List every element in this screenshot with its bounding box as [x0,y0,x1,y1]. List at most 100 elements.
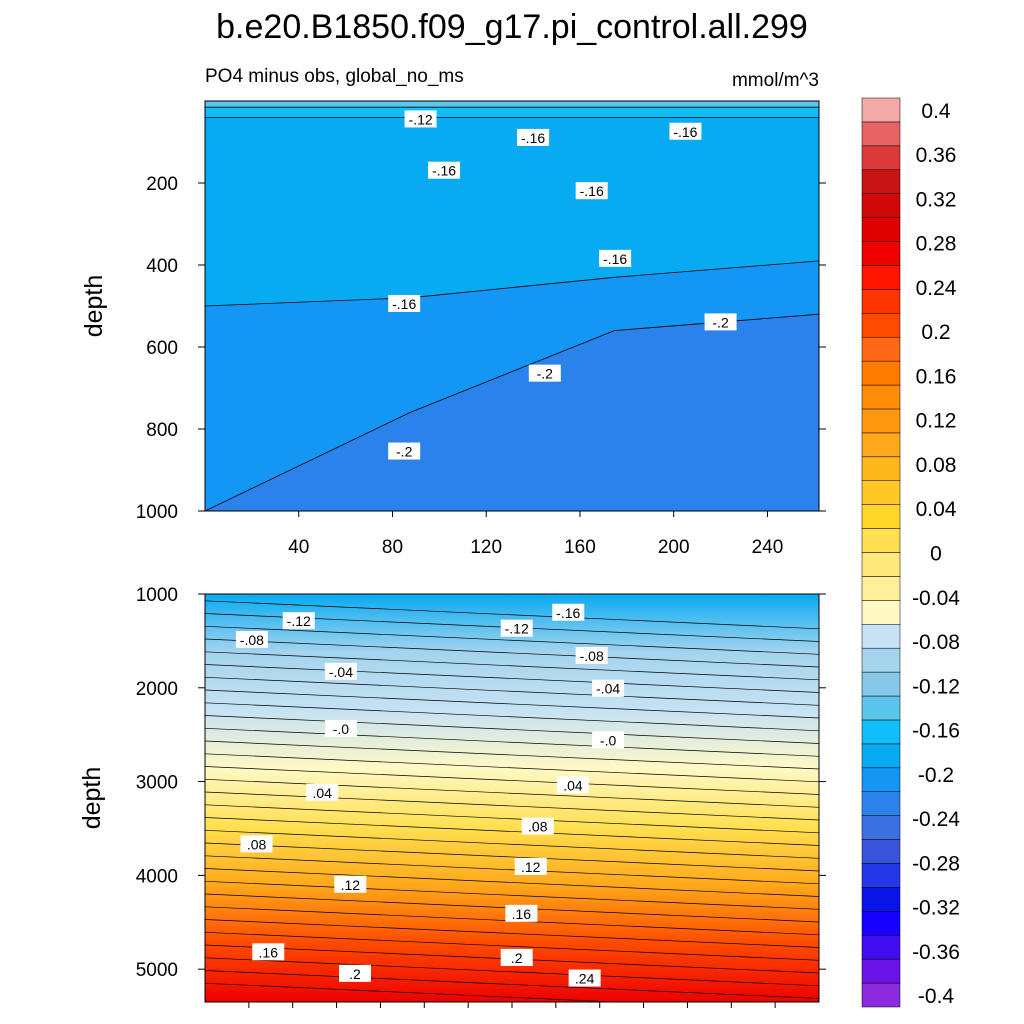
lower-contour-label-1: -.08 [235,630,268,648]
colorbar-label: 0.28 [916,233,957,256]
lower-contour-label-15: .08 [521,817,554,835]
upper-xtick-label: 40 [288,537,309,558]
lower-contour-line-30 [205,970,819,999]
lower-contour-label-11: -.08 [575,646,608,664]
lower-contour-label-7: .16 [252,943,285,961]
lower-contour-label-0: -.12 [282,612,315,630]
svg-text:-.16: -.16 [580,183,604,199]
lower-panel: 1000 2000 3000 4000 5000 -.12 -.08 -.04 -.0 .04.… [78,585,826,1008]
lower-contour-line-4 [205,638,819,668]
svg-text:-.04: -.04 [329,664,353,680]
svg-text:-.16: -.16 [432,163,456,179]
upper-contour-label-8: -.2 [528,364,561,382]
svg-text:-.04: -.04 [596,681,620,697]
colorbar-box [861,193,901,218]
colorbar-box [861,336,901,362]
colorbar-label: -0.32 [912,897,960,920]
svg-text:-.16: -.16 [392,296,416,312]
lower-contour-label-16: .12 [514,857,547,875]
colorbar-label: -0.08 [912,631,960,654]
colorbar-box [861,671,901,697]
colorbar-box [861,265,901,290]
colorbar-box [861,145,901,171]
colorbar-box [861,791,901,816]
svg-text:.04: .04 [563,777,583,793]
colorbar-label: 0.04 [916,498,957,521]
lower-contour-label-14: .04 [556,776,589,794]
lower-contour-line-11 [205,727,819,757]
upper-ytick-label: 600 [146,338,178,359]
lower-contour-line-21 [205,855,819,885]
colorbar-box [861,839,901,864]
colorbar-box [861,695,901,721]
colorbar-box [861,360,901,386]
lower-contour-label-9: -.16 [552,603,585,621]
svg-text:-.08: -.08 [580,648,604,664]
upper-ytick-label: 1000 [136,502,178,523]
colorbar-box [861,767,901,792]
upper-band-1 [205,106,819,118]
colorbar-box [861,576,901,601]
svg-text:-.2: -.2 [537,366,554,382]
colorbar-box [861,241,901,266]
lower-contour-line-19 [205,829,819,859]
svg-text:-.12: -.12 [505,621,529,637]
lower-ylabel: depth [78,767,106,830]
colorbar-label: -0.4 [918,985,955,1008]
upper-xtick-label: 200 [658,537,690,558]
colorbar-label: -0.24 [912,808,960,831]
lower-contour-label-18: .2 [500,948,533,966]
lower-contour-label-13: -.0 [592,731,625,749]
lower-contour-label-2: -.04 [324,662,357,680]
colorbar-box [861,480,901,505]
upper-contour-line-2 [205,260,819,307]
colorbar-box [861,456,901,481]
colorbar-label: 0.16 [916,366,957,389]
upper-contour-label-0: -.12 [404,110,437,128]
lower-ytick-label: 3000 [136,773,178,794]
svg-text:.12: .12 [341,877,361,893]
lower-contour-label-19: .24 [568,969,601,987]
svg-text:.08: .08 [528,819,548,835]
svg-text:.16: .16 [512,906,532,922]
upper-contour-label-1: -.16 [517,128,550,146]
lower-contour-line-12 [205,740,819,770]
lower-contour-label-4: .04 [306,783,339,801]
colorbar-label: -0.36 [912,941,960,964]
lower-ytick-label: 4000 [136,866,178,887]
colorbar-box [861,169,901,194]
colorbar-box [861,647,901,673]
svg-text:.16: .16 [259,944,279,960]
lower-contour-line-31 [205,982,623,1002]
colorbar-label: 0.24 [916,277,957,300]
colorbar-label: 0.32 [916,189,957,212]
lower-contour-line-26 [205,919,819,948]
lower-contour-line-9 [205,702,819,732]
svg-text:-.2: -.2 [712,314,729,330]
svg-text:-.16: -.16 [673,124,697,140]
colorbar-box [861,934,901,960]
upper-contour-label-7: -.2 [704,313,737,331]
lower-ytick-label: 1000 [136,585,178,606]
upper-ytick-label: 800 [146,420,178,441]
upper-contour-label-4: -.16 [575,182,608,200]
upper-ytick-label: 200 [146,174,178,195]
lower-contour-line-10 [205,715,819,744]
colorbar-box [861,958,901,984]
upper-ytick-label: 400 [146,256,178,277]
colorbar-box [861,384,901,410]
svg-text:-.0: -.0 [333,721,350,737]
lower-contour-label-12: -.04 [592,679,625,697]
colorbar-box [861,504,901,529]
svg-text:.2: .2 [511,950,523,966]
lower-contour-line-22 [205,868,819,897]
lower-ytick-label: 2000 [136,679,178,700]
lower-ytick-label: 5000 [136,960,178,981]
upper-xtick-label: 240 [752,537,784,558]
colorbar-box [861,97,901,123]
lower-contour-line-17 [205,804,819,834]
svg-text:.24: .24 [575,971,595,987]
colorbar-box [861,528,901,553]
svg-text:-.08: -.08 [240,632,264,648]
colorbar-label: -0.16 [912,720,960,743]
